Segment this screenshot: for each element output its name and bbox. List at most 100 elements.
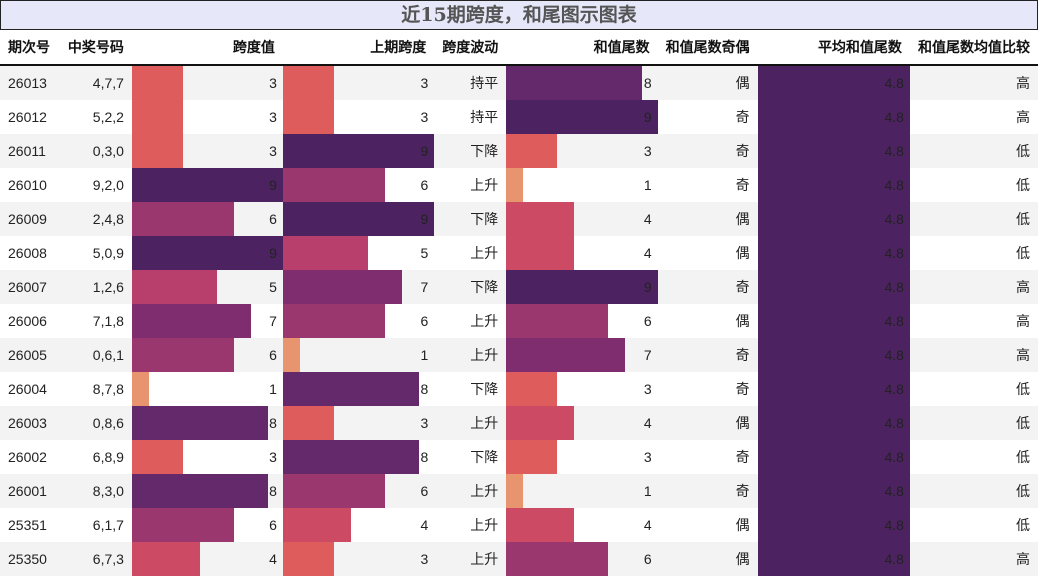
parity-cell: 奇 [657, 100, 758, 134]
compare-cell: 高 [909, 338, 1038, 372]
sum-tail-bar [506, 304, 609, 338]
sum-tail-cell: 4 [506, 236, 658, 270]
trend-cell: 下降 [434, 202, 507, 236]
header-span-trend[interactable]: 跨度波动 [434, 30, 507, 66]
prev-span-value: 3 [420, 415, 429, 431]
compare-cell: 低 [909, 508, 1038, 542]
trend-cell: 上升 [434, 168, 507, 202]
parity-cell: 奇 [657, 372, 758, 406]
parity-cell: 偶 [657, 236, 758, 270]
header-avg-tail[interactable]: 平均和值尾数 [757, 30, 910, 66]
prev-span-cell: 9 [282, 202, 436, 236]
prev-span-bar [282, 542, 334, 576]
sum-tail-cell: 4 [506, 202, 658, 236]
span-cell: 6 [131, 338, 283, 372]
prev-span-cell: 3 [282, 542, 435, 576]
prev-span-cell: 1 [282, 338, 435, 372]
sum-tail-cell: 6 [506, 542, 658, 576]
sum-tail-cell: 9 [506, 270, 660, 304]
sum-tail-bar [506, 440, 558, 474]
trend-cell: 上升 [434, 236, 507, 270]
trend-cell: 持平 [434, 65, 507, 100]
avg-tail-value: 4.8 [884, 551, 904, 567]
header-sum-tail[interactable]: 和值尾数 [506, 30, 658, 66]
prev-span-bar [282, 236, 368, 270]
sum-tail-cell: 4 [506, 406, 658, 440]
header-issue[interactable]: 期次号 [0, 30, 60, 66]
span-cell: 6 [131, 202, 283, 236]
header-numbers[interactable]: 中奖号码 [59, 30, 132, 66]
span-bar [131, 100, 183, 134]
trend-cell: 上升 [434, 338, 507, 372]
avg-tail-cell: 4.8 [757, 65, 912, 100]
table-row: 26012 5,2,2 3 3 持平 9 奇 4.8 高 [0, 100, 1038, 134]
table-row: 26011 0,3,0 3 9 下降 3 奇 4.8 低 [0, 134, 1038, 168]
avg-tail-value: 4.8 [884, 483, 904, 499]
trend-cell: 下降 [434, 372, 507, 406]
numbers-cell: 8,3,0 [59, 474, 132, 508]
prev-span-bar [282, 168, 385, 202]
numbers-cell: 5,2,2 [59, 100, 132, 134]
sum-tail-value: 4 [643, 517, 652, 533]
span-cell: 7 [131, 304, 283, 338]
prev-span-bar [282, 440, 419, 474]
numbers-cell: 8,7,8 [59, 372, 132, 406]
compare-cell: 高 [909, 100, 1038, 134]
sum-tail-bar [506, 338, 626, 372]
prev-span-value: 3 [420, 75, 429, 91]
numbers-cell: 1,2,6 [59, 270, 132, 304]
sum-tail-value: 7 [643, 347, 652, 363]
span-bar [131, 542, 200, 576]
parity-cell: 偶 [657, 65, 758, 100]
avg-tail-value: 4.8 [884, 143, 904, 159]
avg-tail-bar [757, 406, 912, 440]
sum-tail-cell: 3 [506, 372, 658, 406]
span-value: 8 [269, 483, 277, 499]
trend-cell: 上升 [434, 406, 507, 440]
prev-span-bar [282, 508, 351, 542]
lottery-span-table: 期次号 中奖号码 跨度值 上期跨度 跨度波动 和值尾数 和值尾数奇偶 平均和值尾… [0, 30, 1038, 576]
prev-span-cell: 7 [282, 270, 435, 304]
sum-tail-value: 9 [643, 109, 652, 125]
trend-cell: 上升 [434, 304, 507, 338]
header-tail-parity[interactable]: 和值尾数奇偶 [657, 30, 758, 66]
span-value: 9 [269, 245, 277, 261]
prev-span-value: 4 [420, 517, 429, 533]
table-row: 25350 6,7,3 4 3 上升 6 偶 4.8 高 [0, 542, 1038, 576]
span-cell: 4 [131, 542, 283, 576]
span-bar [131, 168, 285, 202]
parity-cell: 奇 [657, 270, 758, 304]
sum-tail-cell: 9 [506, 100, 660, 134]
compare-cell: 高 [909, 65, 1038, 100]
trend-cell: 下降 [434, 440, 507, 474]
prev-span-bar [282, 270, 402, 304]
span-bar [131, 134, 183, 168]
sum-tail-value: 4 [643, 211, 652, 227]
span-bar [131, 236, 285, 270]
header-span[interactable]: 跨度值 [131, 30, 283, 66]
span-value: 6 [269, 517, 277, 533]
span-bar [131, 440, 183, 474]
header-tail-compare[interactable]: 和值尾数均值比较 [909, 30, 1038, 66]
avg-tail-value: 4.8 [884, 415, 904, 431]
sum-tail-value: 3 [643, 381, 652, 397]
trend-cell: 下降 [434, 134, 507, 168]
compare-cell: 低 [909, 202, 1038, 236]
issue-cell: 26011 [0, 134, 60, 168]
span-bar [131, 474, 268, 508]
parity-cell: 奇 [657, 474, 758, 508]
sum-tail-bar [506, 372, 558, 406]
avg-tail-cell: 4.8 [757, 508, 912, 542]
avg-tail-cell: 4.8 [757, 236, 912, 270]
sum-tail-value: 8 [643, 75, 652, 91]
trend-cell: 上升 [434, 542, 507, 576]
avg-tail-bar [757, 474, 912, 508]
sum-tail-value: 4 [643, 415, 652, 431]
prev-span-value: 5 [420, 245, 429, 261]
header-prev-span[interactable]: 上期跨度 [282, 30, 435, 66]
sum-tail-bar [506, 474, 524, 508]
prev-span-bar [282, 134, 436, 168]
prev-span-cell: 6 [282, 474, 435, 508]
span-value: 3 [269, 449, 277, 465]
table-row: 26009 2,4,8 6 9 下降 4 偶 4.8 低 [0, 202, 1038, 236]
